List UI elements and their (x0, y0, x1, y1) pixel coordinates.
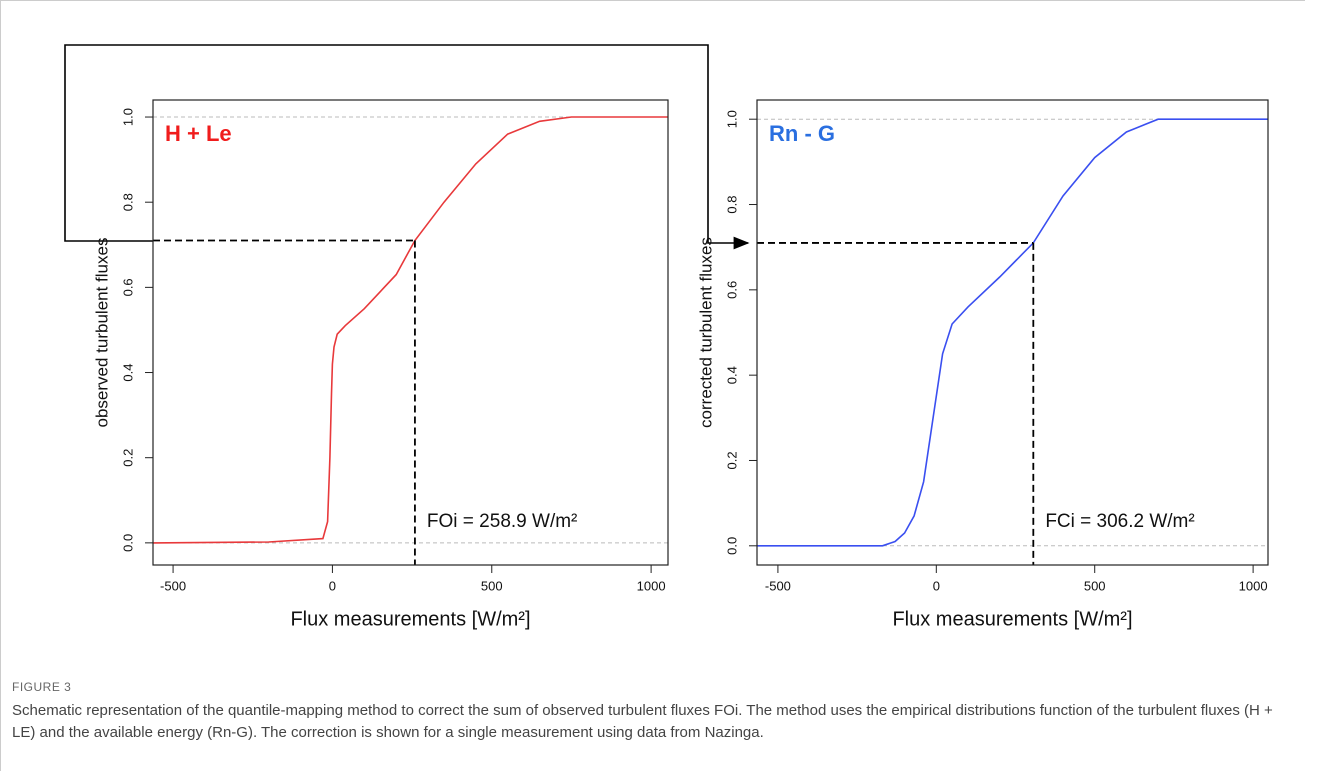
y-tick-label: 0.6 (724, 281, 739, 299)
plot-box (152, 99, 669, 566)
cdf-line (757, 118, 1268, 547)
x-axis-label: Flux measurements [W/m²] (892, 608, 1132, 630)
x-tick-label: 0 (933, 578, 940, 593)
y-tick-label: 0.8 (724, 195, 739, 213)
y-tick-label: 0.6 (120, 278, 135, 296)
x-tick-label: 500 (1084, 578, 1106, 593)
y-tick-label: 0.2 (120, 449, 135, 467)
plot-box (756, 99, 1269, 566)
y-tick-label: 1.0 (724, 110, 739, 128)
annotation: FCi = 306.2 W/m² (1045, 511, 1194, 532)
y-axis-label: observed turbulent fluxes (92, 238, 111, 428)
y-axis-label: corrected turbulent fluxes (696, 237, 715, 428)
y-tick-label: 0.0 (120, 534, 135, 552)
x-tick-label: 1000 (637, 578, 666, 593)
figure-label: FIGURE 3 (12, 680, 72, 694)
x-tick-label: -500 (765, 578, 791, 593)
y-tick-label: 0.4 (724, 366, 739, 384)
cdf-line (152, 116, 668, 544)
series-label: Rn - G (769, 121, 835, 146)
y-tick-label: 0.0 (724, 537, 739, 555)
connector-arrow (64, 44, 750, 250)
y-tick-label: 0.8 (120, 193, 135, 211)
x-tick-label: -500 (160, 578, 186, 593)
y-tick-label: 0.2 (724, 451, 739, 469)
annotation: FOi = 258.9 W/m² (427, 511, 577, 532)
y-tick-label: 1.0 (120, 108, 135, 126)
x-tick-label: 500 (481, 578, 503, 593)
figure: -500 0 500 1000 0.0 0.2 0.4 0.6 0.8 1.0 Flux measu… (64, 44, 1269, 630)
series-label: H + Le (165, 121, 232, 146)
y-tick-label: 0.4 (120, 363, 135, 381)
figure-caption: Schematic representation of the quantile… (12, 702, 1273, 741)
x-tick-label: 0 (329, 578, 336, 593)
x-axis-label: Flux measurements [W/m²] (290, 608, 530, 630)
x-tick-label: 1000 (1239, 578, 1268, 593)
